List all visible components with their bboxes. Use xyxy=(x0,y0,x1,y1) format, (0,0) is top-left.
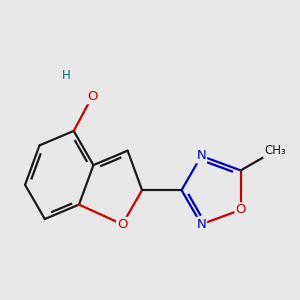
Text: CH₃: CH₃ xyxy=(264,144,286,157)
Text: O: O xyxy=(236,203,246,216)
Text: O: O xyxy=(117,218,128,231)
Text: N: N xyxy=(196,149,206,163)
Text: O: O xyxy=(87,90,97,103)
Text: N: N xyxy=(196,218,206,231)
Text: H: H xyxy=(61,69,70,82)
